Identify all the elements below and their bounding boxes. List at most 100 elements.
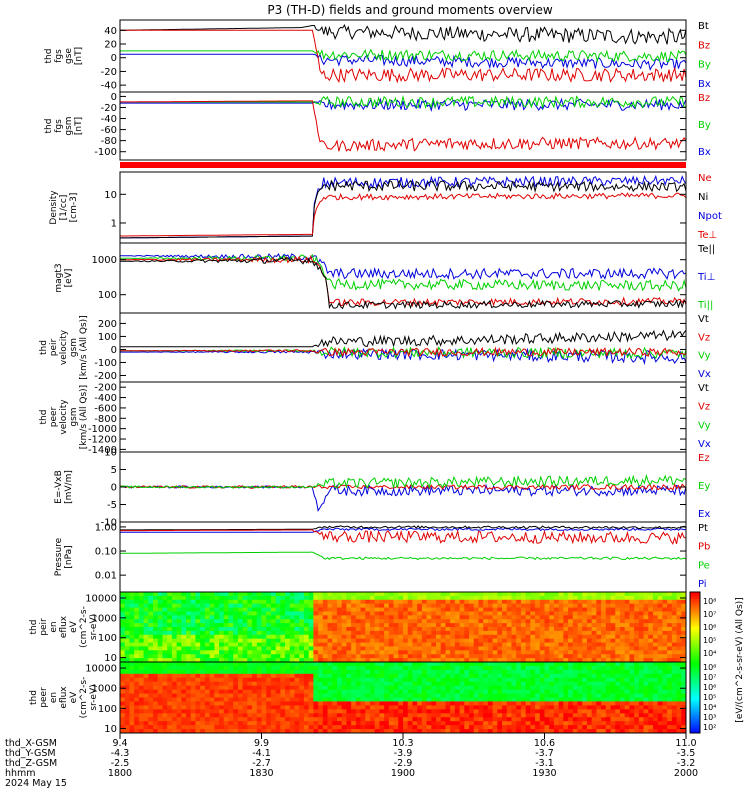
heatmap-cell [426,615,432,620]
heatmap-cell [134,717,140,722]
heatmap-cell [289,669,295,675]
heatmap-cell [379,701,385,706]
heatmap-cell [619,717,626,722]
heatmap-cell [657,709,663,714]
heatmap-cell [322,662,328,667]
heatmap-cell [530,685,536,691]
heatmap-cell [341,689,347,694]
heatmap-cell [388,673,394,679]
heatmap-cell [303,673,310,679]
heatmap-cell [544,607,550,612]
heatmap-cell [209,717,215,722]
heatmap-cell [421,697,427,702]
heatmap-cell [336,713,343,718]
heatmap-cell [568,669,574,675]
heatmap-cell [464,630,470,636]
heatmap-cell [577,619,583,624]
heatmap-cell [186,607,192,612]
heatmap-cell [605,650,611,655]
heatmap-cell [228,599,234,605]
heatmap-cell [568,685,574,691]
heatmap-cell [181,673,187,679]
heatmap-cell [275,729,281,734]
heatmap-cell [478,662,484,667]
heatmap-cell [120,658,126,663]
heatmap-cell [450,619,456,624]
heatmap-cell [520,650,527,655]
heatmap-cell [544,611,550,616]
heatmap-cell [148,717,154,722]
heatmap-cell [294,595,300,601]
heatmap-cell [280,627,286,632]
heatmap-cell [280,646,286,651]
heatmap-cell [497,627,503,632]
heatmap-cell [247,693,253,698]
heatmap-cell [487,615,494,620]
heatmap-cell [558,665,564,671]
heatmap-cell [195,599,201,605]
legend-Ne: Ne [698,173,712,184]
y-tick-label: 10000 [85,664,117,675]
heatmap-cell [256,623,262,628]
heatmap-cell [487,611,494,616]
heatmap-cell [157,611,163,616]
heatmap-cell [648,623,654,628]
heatmap-cell [162,607,168,612]
heatmap-cell [289,689,295,694]
heatmap-cell [369,689,376,694]
heatmap-cell [280,729,286,734]
heatmap-cell [511,721,517,726]
heatmap-cell [539,677,545,683]
heatmap-cell [525,681,531,687]
heatmap-cell [539,592,545,597]
heatmap-cell [483,713,489,718]
heatmap-cell [275,709,281,714]
heatmap-cell [171,611,177,616]
heatmap-cell [657,599,663,605]
heatmap-cell [322,713,328,718]
heatmap-cell [450,607,456,612]
heatmap-cell [129,701,135,706]
heatmap-cell [204,669,211,675]
heatmap-cell [478,638,484,643]
heatmap-cell [261,654,267,659]
heatmap-cell [275,713,281,718]
heatmap-cell [572,623,578,628]
heatmap-cell [615,717,621,722]
heatmap-cell [379,725,385,730]
heatmap-cell [426,623,432,628]
heatmap-cell [459,697,465,702]
heatmap-cell [629,697,635,702]
heatmap-cell [365,717,371,722]
heatmap-cell [157,721,163,726]
heatmap-cell [138,619,144,624]
heatmap-cell [676,701,682,706]
heatmap-cell [596,623,602,628]
heatmap-cell [502,662,508,667]
heatmap-cell [431,634,437,640]
heatmap-cell [318,693,324,698]
heatmap-cell [167,623,173,628]
heatmap-cell [120,599,126,605]
heatmap-cell [369,615,376,620]
heatmap-cell [242,721,248,726]
heatmap-cell [351,673,357,679]
heatmap-cell [445,630,451,636]
x-tick-label: 10.3 [392,738,413,749]
heatmap-cell [558,654,564,659]
heatmap-cell [261,689,267,694]
heatmap-cell [167,717,173,722]
heatmap-cell [450,611,456,616]
heatmap-cell [610,627,616,632]
heatmap-cell [601,592,607,597]
heatmap-cell [388,689,394,694]
heatmap-cell [403,623,409,628]
heatmap-cell [445,662,451,667]
heatmap-cell [638,705,644,710]
heatmap-cell [124,654,130,659]
heatmap-cell [568,713,574,718]
heatmap-cell [535,630,541,636]
heatmap-cell [275,599,281,605]
heatmap-cell [247,658,253,663]
